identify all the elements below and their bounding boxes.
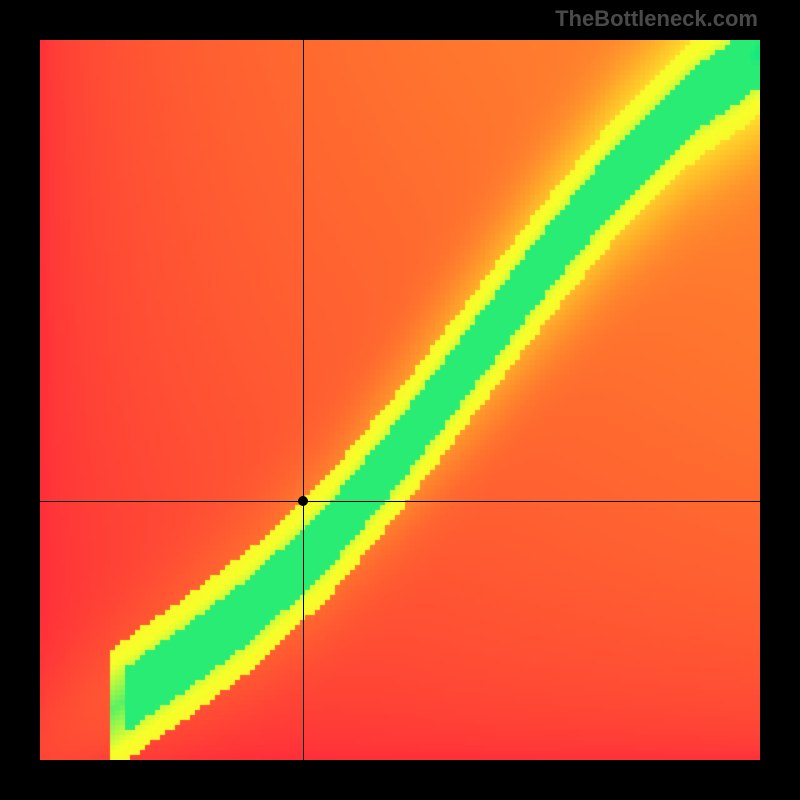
heatmap-canvas — [40, 40, 760, 760]
heatmap-plot — [40, 40, 760, 760]
marker-dot — [298, 496, 308, 506]
crosshair-horizontal — [40, 501, 760, 502]
crosshair-vertical — [303, 40, 304, 760]
watermark-text: TheBottleneck.com — [555, 6, 758, 32]
